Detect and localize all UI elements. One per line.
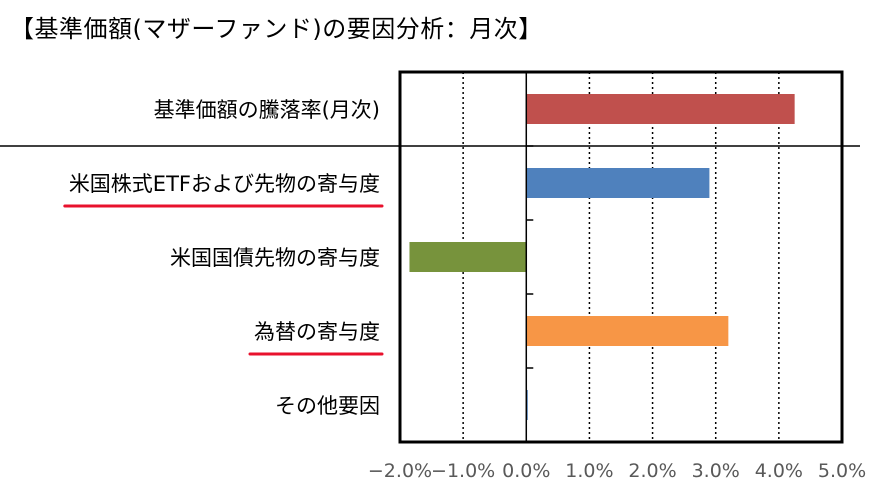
axes [0,70,860,444]
x-tick-label: 2.0% [628,460,676,482]
plot-frame [398,70,844,444]
chart-title: 【基準価額(マザーファンド)の要因分析：月次】 [10,15,543,43]
x-tick-label: 5.0% [818,460,866,482]
category-label: 為替の寄与度 [254,320,380,344]
bars [409,94,795,420]
x-tick-label: 1.0% [565,460,613,482]
category-label: 基準価額の騰落率(月次) [154,98,380,122]
category-label: 米国国債先物の寄与度 [170,246,380,270]
category-label: 米国株式ETFおよび先物の寄与度 [69,172,380,196]
x-tick-label: −2.0% [368,460,432,482]
x-tick-label: 4.0% [755,460,803,482]
bar [526,94,795,124]
bar [526,316,729,346]
bar [526,168,710,198]
x-tick-label: 3.0% [692,460,740,482]
bar [409,242,527,272]
x-tick-label: 0.0% [502,460,550,482]
category-label: その他要因 [275,394,380,418]
category-labels: 基準価額の騰落率(月次) 米国株式ETFおよび先物の寄与度米国国債先物の寄与度為替… [63,98,384,418]
x-tick-labels: −2.0%−1.0% 0.0% 1.0% 2.0% 3.0% 4.0% 5.0% [368,460,866,482]
x-tick-label: −1.0% [431,460,495,482]
